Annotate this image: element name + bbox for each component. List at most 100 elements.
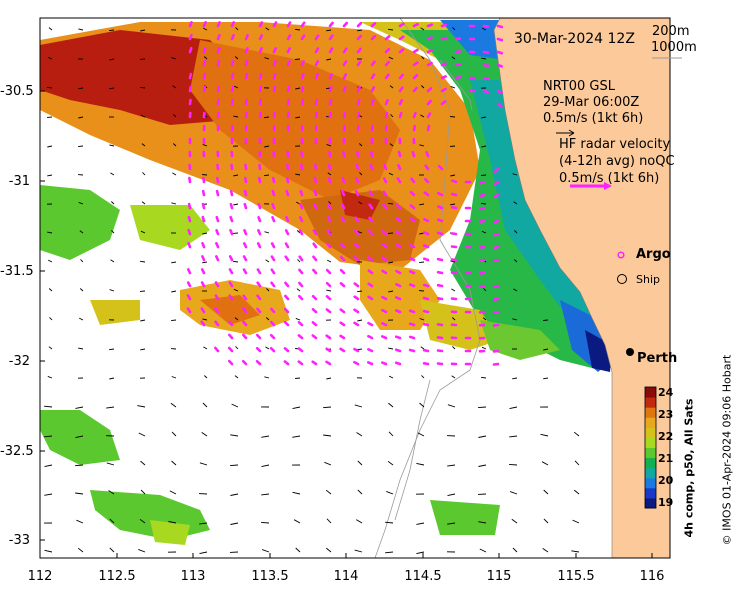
radar-arrow bbox=[256, 281, 262, 288]
radar-arrow bbox=[230, 85, 235, 93]
radar-arrow bbox=[341, 190, 346, 197]
model-arrow bbox=[574, 489, 580, 495]
model-arrow bbox=[388, 172, 394, 176]
radar-arrow bbox=[342, 73, 348, 80]
model-arrow bbox=[447, 522, 456, 525]
radar-arrow bbox=[188, 20, 193, 28]
colorbar-label: 23 bbox=[658, 408, 674, 421]
radar-arrow bbox=[313, 203, 318, 210]
radar-arrow bbox=[283, 320, 290, 327]
radar-arrow bbox=[216, 176, 220, 184]
radar-arrow bbox=[271, 176, 276, 184]
radar-arrow bbox=[286, 34, 292, 41]
model-arrow bbox=[203, 346, 208, 350]
radar-arrow bbox=[325, 334, 332, 340]
model-arrow bbox=[388, 28, 394, 31]
radar-arrow bbox=[384, 60, 391, 67]
model-arrow bbox=[110, 201, 115, 205]
model-arrow bbox=[172, 172, 177, 176]
radar-arrow bbox=[367, 295, 374, 301]
model-arrow bbox=[264, 231, 270, 234]
radar-arrow bbox=[384, 47, 391, 54]
radar-arrow bbox=[284, 229, 290, 236]
radar-arrow bbox=[492, 258, 500, 263]
radar-arrow bbox=[326, 203, 332, 210]
radar-arrow bbox=[422, 361, 430, 366]
radar-arrow bbox=[492, 349, 500, 353]
model-arrow bbox=[109, 29, 115, 32]
radar-arrow bbox=[412, 112, 417, 119]
radar-arrow bbox=[328, 73, 333, 80]
radar-arrow bbox=[482, 89, 490, 94]
radar-arrow bbox=[230, 163, 234, 171]
radar-arrow bbox=[422, 283, 430, 288]
radar-arrow bbox=[312, 255, 318, 262]
radar-arrow bbox=[257, 202, 262, 210]
model-arrow bbox=[296, 288, 301, 292]
x-tick-label: 114 bbox=[333, 569, 359, 584]
model-arrow bbox=[79, 288, 84, 292]
radar-arrow bbox=[325, 268, 332, 275]
radar-arrow bbox=[216, 59, 221, 67]
model-arrow bbox=[543, 489, 549, 495]
radar-arrow bbox=[327, 163, 332, 171]
model-arrow bbox=[234, 375, 239, 379]
radar-arrow bbox=[436, 205, 444, 210]
model-arrow bbox=[233, 203, 239, 206]
radar-arrow bbox=[214, 294, 220, 301]
model-arrow bbox=[203, 56, 208, 60]
radar-arrow bbox=[381, 308, 388, 314]
radar-arrow bbox=[286, 47, 292, 54]
radar-arrow bbox=[202, 20, 207, 28]
radar-arrow bbox=[353, 242, 360, 249]
model-arrow bbox=[199, 551, 208, 555]
radar-arrow bbox=[188, 85, 192, 93]
radar-arrow bbox=[300, 21, 306, 28]
radar-arrow bbox=[271, 202, 276, 210]
model-arrow bbox=[388, 290, 394, 293]
depth-200-label: 200m bbox=[652, 24, 690, 39]
model-arrow bbox=[328, 201, 332, 205]
radar-arrow bbox=[395, 269, 402, 275]
model-arrow bbox=[447, 404, 456, 408]
radar-arrow bbox=[422, 257, 430, 262]
radar-arrow bbox=[410, 177, 416, 184]
radar-arrow bbox=[339, 255, 346, 262]
radar-arrow bbox=[216, 33, 221, 41]
radar-arrow bbox=[370, 22, 377, 28]
model-legend-line1: NRT00 GSL bbox=[543, 79, 615, 94]
model-arrow bbox=[171, 376, 177, 379]
colorbar-swatch bbox=[645, 497, 656, 509]
model-arrow bbox=[387, 460, 394, 466]
model-arrow bbox=[326, 518, 332, 524]
radar-arrow bbox=[424, 164, 430, 171]
radar-arrow bbox=[270, 255, 276, 262]
model-arrow bbox=[323, 406, 332, 409]
radar-arrow bbox=[283, 360, 290, 366]
model-arrow bbox=[512, 377, 518, 380]
model-arrow bbox=[169, 490, 177, 495]
model-arrow bbox=[295, 317, 301, 321]
radar-arrow bbox=[454, 75, 462, 80]
radar-arrow bbox=[186, 294, 192, 301]
model-arrow bbox=[354, 549, 363, 553]
radar-arrow bbox=[244, 176, 248, 184]
radar-arrow bbox=[242, 307, 248, 314]
radar-arrow bbox=[202, 85, 206, 93]
model-arrow bbox=[571, 550, 580, 553]
radar-arrow bbox=[384, 73, 390, 80]
model-arrow bbox=[509, 463, 518, 466]
model-arrow bbox=[233, 260, 239, 263]
model-arrow bbox=[47, 259, 53, 263]
radar-arrow bbox=[230, 21, 235, 28]
radar-arrow bbox=[244, 34, 249, 41]
radar-arrow bbox=[356, 150, 360, 158]
radar-arrow bbox=[255, 359, 262, 366]
radar-arrow bbox=[353, 347, 360, 353]
colorbar-label: 24 bbox=[658, 386, 674, 399]
model-arrow bbox=[295, 173, 301, 176]
radar-arrow bbox=[243, 202, 248, 210]
model-arrow bbox=[296, 230, 301, 234]
model-arrow bbox=[265, 259, 270, 263]
radar-arrow bbox=[384, 111, 389, 119]
